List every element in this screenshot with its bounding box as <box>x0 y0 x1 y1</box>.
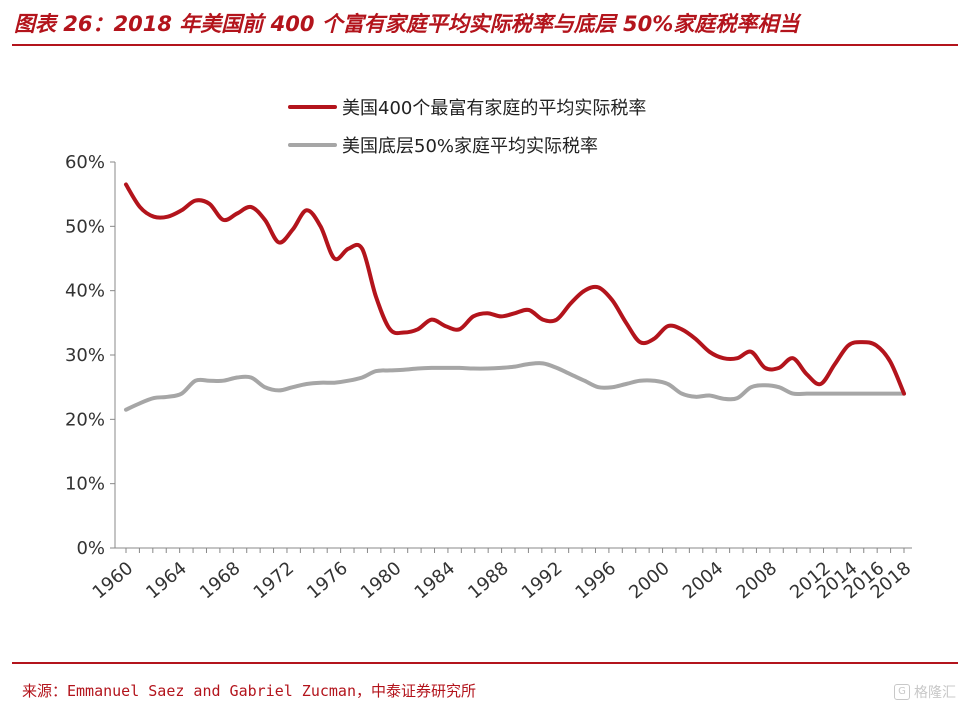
legend-bottom50-label: 美国底层50%家庭平均实际税率 <box>342 136 598 157</box>
x-tick-label: 2000 <box>625 558 674 604</box>
y-tick-label: 40% <box>65 281 105 302</box>
x-tick-label: 1984 <box>411 558 460 604</box>
title-rule <box>12 44 958 46</box>
x-tick-label: 1972 <box>250 558 299 604</box>
watermark-text: 格隆汇 <box>914 685 956 701</box>
x-tick-label: 1992 <box>518 558 567 604</box>
series-line-top400 <box>124 182 906 396</box>
legend-top400-label: 美国400个最富有家庭的平均实际税率 <box>342 98 646 119</box>
x-tick-label: 1988 <box>464 558 513 604</box>
x-tick-label: 2008 <box>732 558 781 604</box>
source-note: 来源：Emmanuel Saez and Gabriel Zucman，中泰证券… <box>22 682 476 700</box>
x-tick-label: 1980 <box>357 558 406 604</box>
y-tick-label: 0% <box>76 538 105 559</box>
y-tick-label: 10% <box>65 474 105 495</box>
x-tick-label: 1964 <box>142 558 191 604</box>
chart-title: 图表 26：2018 年美国前 400 个富有家庭平均实际税率与底层 50%家庭… <box>14 12 800 36</box>
series-line-bottom50 <box>124 361 906 412</box>
footer-rule <box>12 662 958 664</box>
y-tick-label: 30% <box>65 345 105 366</box>
watermark: G 格隆汇 <box>894 682 956 702</box>
y-tick-label: 50% <box>65 216 105 237</box>
watermark-logo-icon: G <box>894 684 910 700</box>
x-tick-label: 1960 <box>89 558 138 604</box>
x-tick-label: 1968 <box>196 558 245 604</box>
x-tick-label: 1976 <box>303 558 352 604</box>
y-tick-label: 60% <box>65 152 105 173</box>
x-tick-label: 1996 <box>572 558 621 604</box>
x-tick-label: 2004 <box>679 558 728 604</box>
y-tick-label: 20% <box>65 409 105 430</box>
